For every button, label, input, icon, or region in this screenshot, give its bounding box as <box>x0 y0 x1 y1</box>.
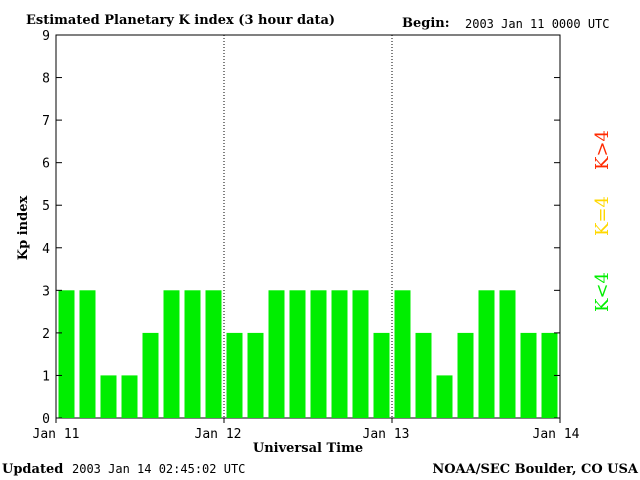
updated-value: 2003 Jan 14 02:45:02 UTC <box>72 462 245 476</box>
kp-bar-10 <box>268 290 285 418</box>
kp-bar-1 <box>79 290 96 418</box>
kp-bar-17 <box>415 332 432 418</box>
y-axis-label: Kp index <box>16 196 31 261</box>
x-axis-ticks: Jan 11 Jan 12 Jan 13 Jan 14 <box>33 418 580 442</box>
y-tick-label-2: 2 <box>42 327 50 342</box>
y-axis-ticks: 0 1 2 3 4 5 6 7 8 9 <box>42 29 560 427</box>
x-tick-label-1: Jan 12 <box>195 427 242 442</box>
begin-value: 2003 Jan 11 0000 UTC <box>465 17 610 31</box>
x-axis-label: Universal Time <box>253 441 363 456</box>
kp-bar-14 <box>352 290 369 418</box>
kp-bar-18 <box>436 375 453 418</box>
kp-bar-5 <box>163 290 180 418</box>
legend-k-greater-4: K>4 <box>592 130 613 170</box>
kp-bar-7 <box>205 290 222 418</box>
kp-bar-22 <box>520 332 537 418</box>
y-tick-label-5: 5 <box>42 199 50 214</box>
updated-label: Updated <box>2 462 63 477</box>
kp-bar-23 <box>541 332 558 418</box>
y-tick-label-1: 1 <box>42 369 50 384</box>
kp-bar-2 <box>100 375 117 418</box>
kp-bar-4 <box>142 332 159 418</box>
kp-bar-15 <box>373 332 390 418</box>
kp-bar-20 <box>478 290 495 418</box>
kp-bar-13 <box>331 290 348 418</box>
bars-group <box>58 290 558 418</box>
y-tick-label-6: 6 <box>42 157 50 172</box>
y-tick-label-0: 0 <box>42 412 50 427</box>
kp-bar-0 <box>58 290 75 418</box>
x-tick-label-0: Jan 11 <box>33 427 80 442</box>
plot-frame <box>55 34 561 419</box>
kp-bar-21 <box>499 290 516 418</box>
legend-k-equals-4: K=4 <box>592 196 613 236</box>
x-tick-label-2: Jan 13 <box>363 427 410 442</box>
source-credit: NOAA/SEC Boulder, CO USA <box>432 462 639 477</box>
kp-bar-9 <box>247 332 264 418</box>
y-tick-label-7: 7 <box>42 114 50 129</box>
x-tick-label-3: Jan 14 <box>533 427 580 442</box>
legend-k-less-4: K<4 <box>592 272 613 312</box>
kp-bar-19 <box>457 332 474 418</box>
chart-title: Estimated Planetary K index (3 hour data… <box>26 13 335 28</box>
kp-bar-3 <box>121 375 138 418</box>
y-tick-label-9: 9 <box>42 29 50 44</box>
kp-bar-6 <box>184 290 201 418</box>
y-tick-label-4: 4 <box>42 242 50 257</box>
begin-label: Begin: <box>402 16 450 31</box>
kp-bar-16 <box>394 290 411 418</box>
y-tick-label-8: 8 <box>42 72 50 87</box>
kp-bar-11 <box>289 290 306 418</box>
day-separators <box>223 35 393 418</box>
kp-bar-12 <box>310 290 327 418</box>
y-tick-label-3: 3 <box>42 284 50 299</box>
kp-bar-8 <box>226 332 243 418</box>
